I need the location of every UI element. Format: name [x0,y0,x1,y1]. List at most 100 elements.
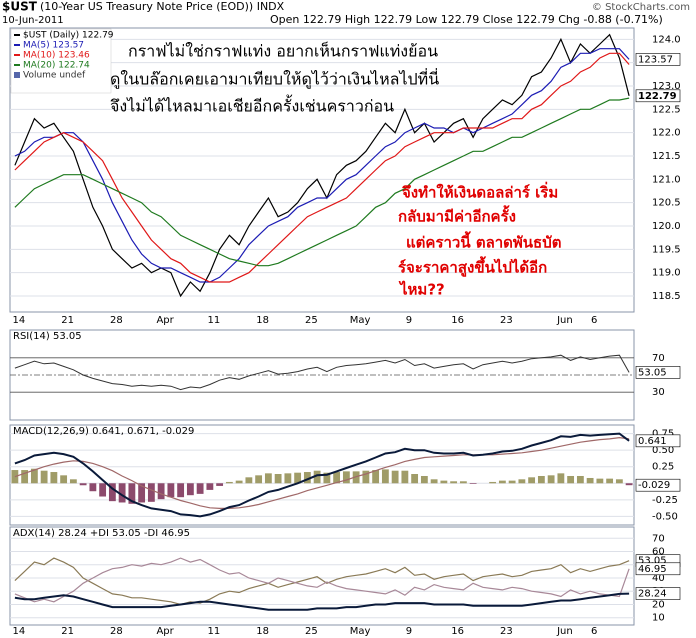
histogram-bar [518,479,526,484]
x-tick-label: 11 [208,315,221,326]
histogram-bar [313,470,321,484]
x-tick-label: 28 [110,315,123,326]
histogram-bar [440,480,448,484]
end-value-box [635,366,681,379]
end-value-label: 0.641 [638,436,667,447]
series-line [14,33,630,298]
histogram-bar [21,470,29,484]
histogram-bar [255,475,263,484]
y-tick-label: 10 [652,613,665,624]
histogram-bar [498,480,506,484]
histogram-bar [60,475,68,484]
series-line [14,557,630,606]
x-tick-label: 28 [110,626,123,637]
end-value-label: -0.029 [638,480,670,491]
histogram-bar [303,472,311,484]
y-tick-label: 60 [652,547,665,558]
y-tick-label: 123.0 [652,81,681,92]
x-tick-label: 14 [13,315,26,326]
histogram-bar [225,481,233,484]
series-line [14,592,630,611]
histogram-bar [469,483,477,484]
credit: © StockCharts.com [592,2,690,13]
histogram-bar [108,483,116,502]
y-tick-label: 120.5 [652,198,681,209]
histogram-bar [69,479,77,484]
y-tick-label: 118.5 [652,291,681,302]
series-line [14,432,630,518]
x-tick-label: Apr [156,315,174,326]
histogram-bar [430,479,438,484]
histogram-bar [547,475,555,484]
histogram-bar [625,483,633,486]
histogram-bar [576,475,584,484]
end-value-label: 53.05 [638,367,667,378]
histogram-bar [79,483,87,486]
histogram-bar [11,470,19,484]
x-tick-label: May [350,315,371,326]
end-value-label: 122.79 [638,91,677,102]
histogram-bar [489,481,497,484]
x-tick-label: 25 [305,626,318,637]
y-tick-label: -0.25 [652,495,678,506]
y-tick-label: 121.5 [652,151,681,162]
legend-label: MA(5) 123.57 [23,41,84,51]
legend-label: Volume undef [23,71,86,81]
y-tick-label: 119.0 [652,268,681,279]
histogram-bar [586,477,594,484]
x-tick-label: 23 [500,315,513,326]
annotation: ไหม?? [398,280,445,299]
x-tick-label: Apr [156,626,174,637]
histogram-bar [508,480,516,484]
histogram-bar [323,472,331,484]
y-tick-label: 124.0 [652,34,681,45]
x-tick-label: Jun [556,626,573,637]
x-tick-label: 18 [256,626,269,637]
x-tick-label: 16 [451,626,464,637]
histogram-bar [186,483,194,496]
histogram-bar [615,479,623,484]
histogram-bar [528,477,536,484]
chart-date: 10-Jun-2011 [2,15,64,26]
series-line [14,557,630,603]
y-tick-label: 20 [652,599,665,610]
end-value-label: 123.57 [638,54,673,65]
histogram-bar [245,477,253,484]
end-value-box [635,587,681,600]
y-tick-label: 122.5 [652,104,681,115]
end-value-box [635,89,681,103]
x-tick-label: 21 [61,626,74,637]
histogram-bar [50,472,58,484]
y-tick-label: 121.0 [652,174,681,185]
histogram-bar [362,470,370,484]
histogram-bar [147,483,155,502]
annotation: กลับมามีค่าอีกครั้ง [398,205,516,226]
y-tick-label: 120.0 [652,221,681,232]
y-tick-label: 70 [652,353,665,364]
y-tick-label: -0.50 [652,511,678,522]
histogram-bar [216,483,224,486]
x-tick-label: 14 [13,626,26,637]
x-tick-label: Jun [556,315,573,326]
histogram-bar [264,473,272,484]
series-line [14,354,630,391]
histogram-bar [420,475,428,484]
y-tick-label: 119.5 [652,244,681,255]
histogram-bar [459,481,467,484]
x-tick-label: 16 [451,315,464,326]
series-line [14,52,630,283]
legend-swatch [14,72,20,78]
histogram-bar [128,483,136,504]
x-tick-label: 23 [500,626,513,637]
histogram-bar [596,478,604,484]
histogram-bar [557,473,565,484]
end-value-label: 46.95 [638,564,667,575]
histogram-bar [381,469,389,484]
panel-frame [9,27,635,313]
panel-title: ADX(14) 28.24 +DI 53.05 -DI 46.95 [13,528,190,539]
histogram-bar [206,483,214,490]
series-line [14,436,630,509]
histogram-bar [333,472,341,484]
end-value-label: 53.05 [638,556,667,567]
